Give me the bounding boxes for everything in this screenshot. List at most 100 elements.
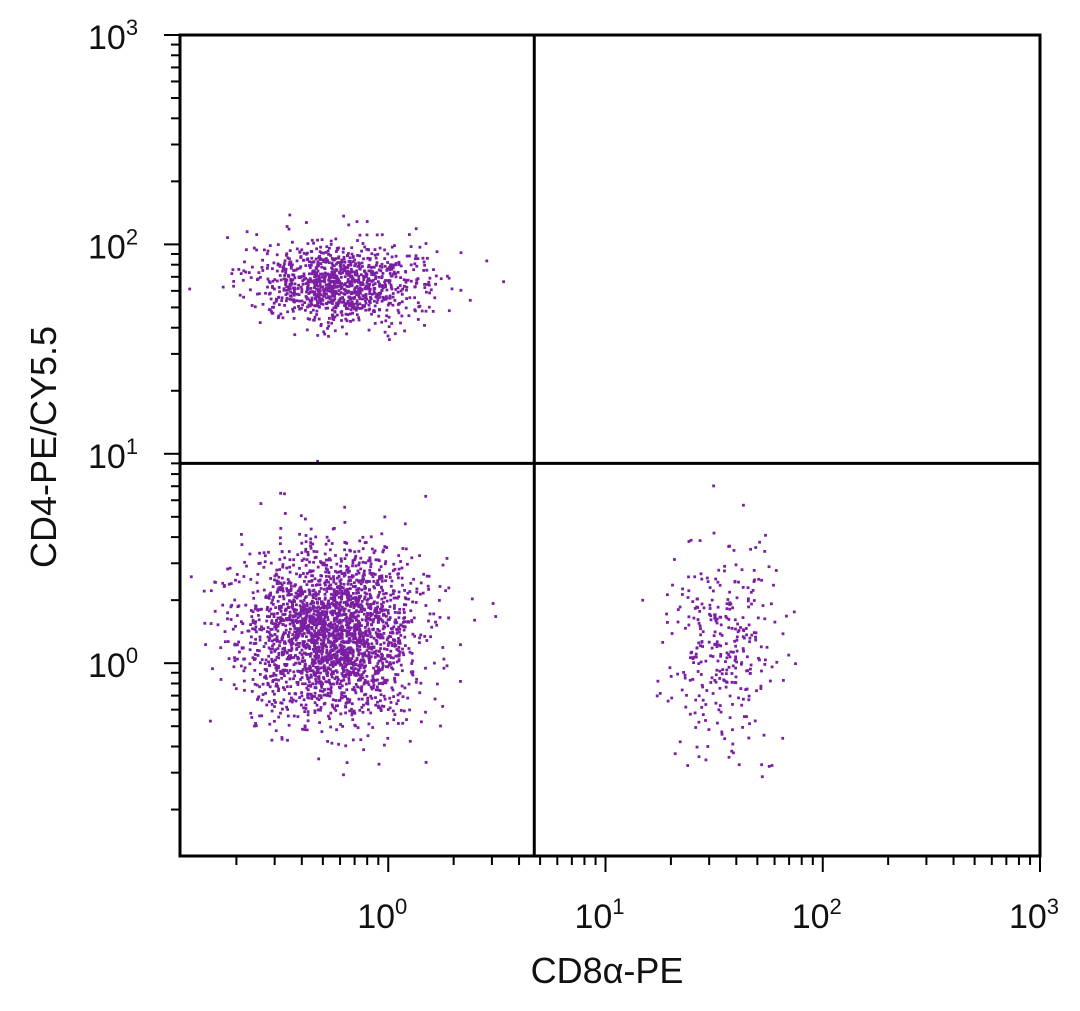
event-dot xyxy=(270,601,273,605)
event-dot xyxy=(447,276,451,280)
event-dot xyxy=(381,286,385,290)
event-dot xyxy=(401,624,405,628)
event-dot xyxy=(325,535,329,539)
event-dot xyxy=(353,288,356,292)
event-dot xyxy=(355,220,359,223)
event-dot xyxy=(694,652,698,656)
event-dot xyxy=(333,592,337,596)
event-dot xyxy=(275,269,279,273)
event-dot xyxy=(733,580,737,584)
event-dot xyxy=(357,631,361,634)
event-dot xyxy=(357,598,360,602)
event-dot xyxy=(315,606,318,610)
event-dot xyxy=(339,656,343,660)
event-dot xyxy=(709,618,713,622)
event-dot xyxy=(260,266,264,269)
event-dot xyxy=(368,300,371,303)
event-dot xyxy=(346,700,349,704)
event-dot xyxy=(712,589,715,593)
event-dot xyxy=(346,273,350,277)
event-dot xyxy=(358,648,362,652)
event-dot xyxy=(357,664,361,668)
event-dot xyxy=(329,239,333,243)
event-dot xyxy=(298,307,302,311)
event-dot xyxy=(372,309,375,313)
event-dot xyxy=(331,648,334,652)
event-dot xyxy=(339,262,343,266)
event-dot xyxy=(329,243,333,246)
event-dot xyxy=(439,724,442,728)
event-dot xyxy=(710,676,714,680)
event-dot xyxy=(300,248,304,252)
event-dot xyxy=(363,245,367,249)
event-dot xyxy=(380,275,384,278)
event-dot xyxy=(693,607,697,610)
event-dot xyxy=(329,290,332,293)
event-dot xyxy=(251,678,255,681)
event-dot xyxy=(367,265,370,269)
event-dot xyxy=(350,633,354,637)
event-dot xyxy=(316,301,319,305)
event-dot xyxy=(356,640,360,644)
event-dot xyxy=(329,583,333,587)
event-dot xyxy=(295,596,299,600)
event-dot xyxy=(298,630,302,634)
event-dot xyxy=(406,562,409,566)
event-dot xyxy=(401,669,404,673)
event-dot xyxy=(333,599,337,602)
event-dot xyxy=(384,319,388,323)
event-dot xyxy=(303,682,307,686)
event-dot xyxy=(285,278,289,282)
event-dot xyxy=(309,527,313,531)
event-dot xyxy=(328,605,332,609)
event-dot xyxy=(293,614,297,618)
event-dot xyxy=(405,285,409,289)
event-dot xyxy=(275,619,278,622)
event-dot xyxy=(344,282,347,285)
event-dot xyxy=(383,596,387,600)
event-dot xyxy=(292,670,296,674)
event-dot xyxy=(394,596,397,600)
event-dot xyxy=(345,650,348,654)
event-dot xyxy=(331,596,334,600)
event-dot xyxy=(243,679,246,683)
event-dot xyxy=(396,286,400,290)
event-dot xyxy=(378,246,382,250)
event-dot xyxy=(306,283,310,287)
event-dot xyxy=(270,738,274,742)
event-dot xyxy=(715,617,719,621)
event-dot xyxy=(305,221,308,224)
event-dot xyxy=(318,293,322,297)
event-dot xyxy=(342,610,346,613)
event-dot xyxy=(335,617,339,621)
event-dot xyxy=(283,649,287,653)
event-dot xyxy=(360,706,364,709)
event-dot xyxy=(314,257,318,261)
event-dot xyxy=(346,587,350,591)
event-dot xyxy=(367,643,370,647)
event-dot xyxy=(370,312,373,316)
event-dot xyxy=(349,308,353,312)
event-dot xyxy=(371,651,374,655)
event-dot xyxy=(377,666,380,669)
event-dot xyxy=(372,601,376,605)
event-dot xyxy=(284,628,288,632)
event-dot xyxy=(278,274,282,277)
event-dot xyxy=(280,701,284,705)
event-dot xyxy=(342,645,346,649)
event-dot xyxy=(254,620,258,624)
event-dot xyxy=(334,569,337,573)
event-dot xyxy=(329,610,332,614)
event-dot xyxy=(283,640,287,644)
event-dot xyxy=(280,299,284,302)
event-dot xyxy=(353,667,357,670)
event-dot xyxy=(328,317,331,320)
event-dot xyxy=(280,737,284,741)
event-dot xyxy=(400,576,404,580)
event-dot xyxy=(365,248,369,251)
event-dot xyxy=(373,608,377,612)
event-dot xyxy=(374,275,378,278)
event-dot xyxy=(727,618,731,621)
event-dot xyxy=(724,642,728,646)
event-dot xyxy=(363,653,367,657)
